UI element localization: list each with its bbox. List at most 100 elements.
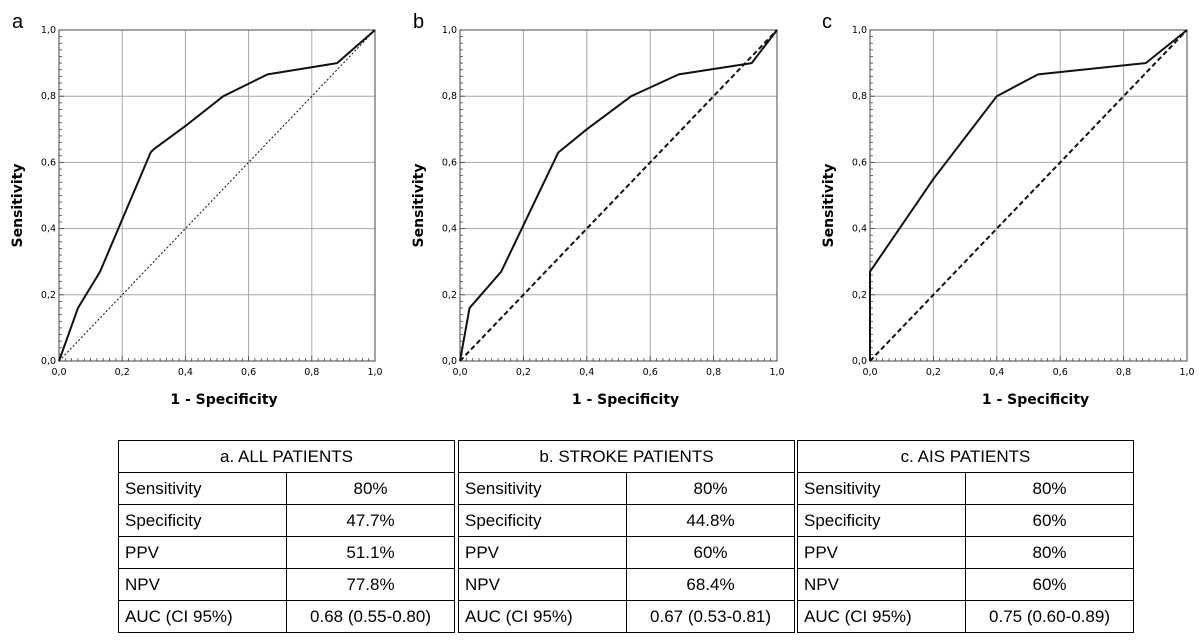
roc-curve bbox=[58, 29, 376, 362]
y-tick-label: 0,6 bbox=[41, 157, 56, 168]
x-tick-label: 0,6 bbox=[1053, 367, 1068, 378]
table-row: NPV 77.8% bbox=[118, 568, 455, 601]
x-tick-label: 1,0 bbox=[769, 367, 784, 378]
x-tick-label: 0,2 bbox=[926, 367, 941, 378]
stats-table: a. ALL PATIENTS Sensitivity 80% Specificity… bbox=[118, 440, 455, 633]
table-title: b. STROKE PATIENTS bbox=[458, 440, 795, 473]
metric-name: AUC (CI 95%) bbox=[118, 600, 287, 633]
panel-label: b bbox=[413, 11, 424, 33]
metric-name: Sensitivity bbox=[797, 472, 966, 505]
metric-name: Specificity bbox=[797, 504, 966, 537]
reference-line bbox=[869, 29, 1188, 362]
y-tick-label: 0,8 bbox=[852, 91, 867, 102]
y-axis-title: Sensitivity bbox=[821, 164, 837, 248]
reference-line bbox=[459, 29, 778, 362]
metric-value: 68.4% bbox=[626, 568, 795, 601]
table-row: PPV 51.1% bbox=[118, 536, 455, 569]
metric-name: Specificity bbox=[118, 504, 287, 537]
metric-name: PPV bbox=[118, 536, 287, 569]
table-row: AUC (CI 95%) 0.75 (0.60-0.89) bbox=[797, 600, 1134, 633]
roc-chart-b: 0,00,0 0,2 0,2 0,4 0,4 0,6 0,6 0,8 0,8 1,0 1,0 1 - … bbox=[411, 11, 785, 408]
y-tick-label: 0,8 bbox=[41, 91, 56, 102]
metric-value: 80% bbox=[286, 472, 455, 505]
metric-value: 0.75 (0.60-0.89) bbox=[965, 600, 1134, 633]
y-tick-label: 0,0 bbox=[41, 356, 56, 367]
y-tick-label: 0,6 bbox=[852, 157, 867, 168]
x-tick-label: 0,6 bbox=[643, 367, 658, 378]
x-tick-label: 0,2 bbox=[115, 367, 130, 378]
y-tick-label: 0,4 bbox=[852, 224, 867, 235]
x-axis-title: 1 - Specificity bbox=[572, 392, 679, 408]
x-axis-title: 1 - Specificity bbox=[982, 392, 1089, 408]
x-tick-label: 0,4 bbox=[178, 367, 193, 378]
y-tick-label: 0,2 bbox=[442, 290, 457, 301]
y-tick-label: 0,0 bbox=[442, 356, 457, 367]
x-tick-label: 0,8 bbox=[304, 367, 319, 378]
y-tick-label: 1,0 bbox=[852, 25, 867, 36]
y-tick-label: 0,4 bbox=[442, 224, 457, 235]
x-tick-label: 1,0 bbox=[367, 367, 382, 378]
metric-value: 0.68 (0.55-0.80) bbox=[286, 600, 455, 633]
metric-value: 47.7% bbox=[286, 504, 455, 537]
metric-value: 60% bbox=[626, 536, 795, 569]
table-row: AUC (CI 95%) 0.67 (0.53-0.81) bbox=[458, 600, 795, 633]
table-row: Sensitivity 80% bbox=[797, 472, 1134, 505]
metric-name: PPV bbox=[458, 536, 627, 569]
table-row: Specificity 47.7% bbox=[118, 504, 455, 537]
metric-value: 60% bbox=[965, 504, 1134, 537]
metric-value: 44.8% bbox=[626, 504, 795, 537]
metric-name: Sensitivity bbox=[118, 472, 287, 505]
x-tick-label: 0,8 bbox=[1116, 367, 1131, 378]
y-axis-title: Sensitivity bbox=[411, 164, 427, 248]
y-tick-label: 1,0 bbox=[41, 25, 56, 36]
x-tick-label: 0,0 bbox=[51, 367, 66, 378]
stats-table: b. STROKE PATIENTS Sensitivity 80% Specific… bbox=[458, 440, 795, 633]
metric-name: NPV bbox=[797, 568, 966, 601]
y-tick-label: 0,8 bbox=[442, 91, 457, 102]
y-tick-label: 0,2 bbox=[852, 290, 867, 301]
x-tick-label: 0,6 bbox=[241, 367, 256, 378]
table-row: AUC (CI 95%) 0.68 (0.55-0.80) bbox=[118, 600, 455, 633]
metric-value: 60% bbox=[965, 568, 1134, 601]
y-tick-label: 0,0 bbox=[852, 356, 867, 367]
y-tick-label: 0,4 bbox=[41, 224, 56, 235]
x-tick-label: 0,2 bbox=[516, 367, 531, 378]
table-title: c. AIS PATIENTS bbox=[797, 440, 1134, 473]
table-row: Sensitivity 80% bbox=[458, 472, 795, 505]
metric-name: PPV bbox=[797, 536, 966, 569]
metric-name: NPV bbox=[458, 568, 627, 601]
panel-label: a bbox=[12, 11, 24, 33]
x-tick-label: 0,0 bbox=[452, 367, 467, 378]
x-tick-label: 0,4 bbox=[989, 367, 1004, 378]
metric-name: Sensitivity bbox=[458, 472, 627, 505]
table-row: PPV 60% bbox=[458, 536, 795, 569]
stats-table: c. AIS PATIENTS Sensitivity 80% Specificity… bbox=[797, 440, 1134, 633]
metric-name: AUC (CI 95%) bbox=[458, 600, 627, 633]
metric-name: AUC (CI 95%) bbox=[797, 600, 966, 633]
y-tick-label: 0,6 bbox=[442, 157, 457, 168]
metric-value: 80% bbox=[965, 472, 1134, 505]
table-row: Specificity 44.8% bbox=[458, 504, 795, 537]
metric-value: 0.67 (0.53-0.81) bbox=[626, 600, 795, 633]
table-row: NPV 68.4% bbox=[458, 568, 795, 601]
x-tick-label: 1,0 bbox=[1179, 367, 1194, 378]
table-row: NPV 60% bbox=[797, 568, 1134, 601]
roc-charts: 0,00,00,20,20,40,40,60,60,80,81,01,01 - … bbox=[10, 11, 1195, 408]
metric-value: 51.1% bbox=[286, 536, 455, 569]
table-row: Specificity 60% bbox=[797, 504, 1134, 537]
panel-label: c bbox=[822, 11, 832, 33]
x-tick-label: 0,4 bbox=[579, 367, 594, 378]
x-tick-label: 0,8 bbox=[706, 367, 721, 378]
metric-value: 80% bbox=[626, 472, 795, 505]
roc-curve bbox=[869, 29, 1188, 361]
metric-value: 80% bbox=[965, 536, 1134, 569]
roc-chart-c: 0,00,0 0,2 0,2 0,4 0,4 0,6 0,6 0,8 0,8 1,0 1,0 1 - … bbox=[821, 11, 1195, 408]
table-row: Sensitivity 80% bbox=[118, 472, 455, 505]
metric-value: 77.8% bbox=[286, 568, 455, 601]
metric-name: NPV bbox=[118, 568, 287, 601]
x-axis-title: 1 - Specificity bbox=[170, 392, 277, 408]
roc-chart-a: 0,00,0 0,2 0,2 0,4 0,4 0,6 0,6 0,8 0,8 1,0 1,0 1 - … bbox=[10, 11, 383, 408]
y-axis-title: Sensitivity bbox=[10, 164, 26, 248]
y-tick-label: 0,2 bbox=[41, 290, 56, 301]
table-row: PPV 80% bbox=[797, 536, 1134, 569]
